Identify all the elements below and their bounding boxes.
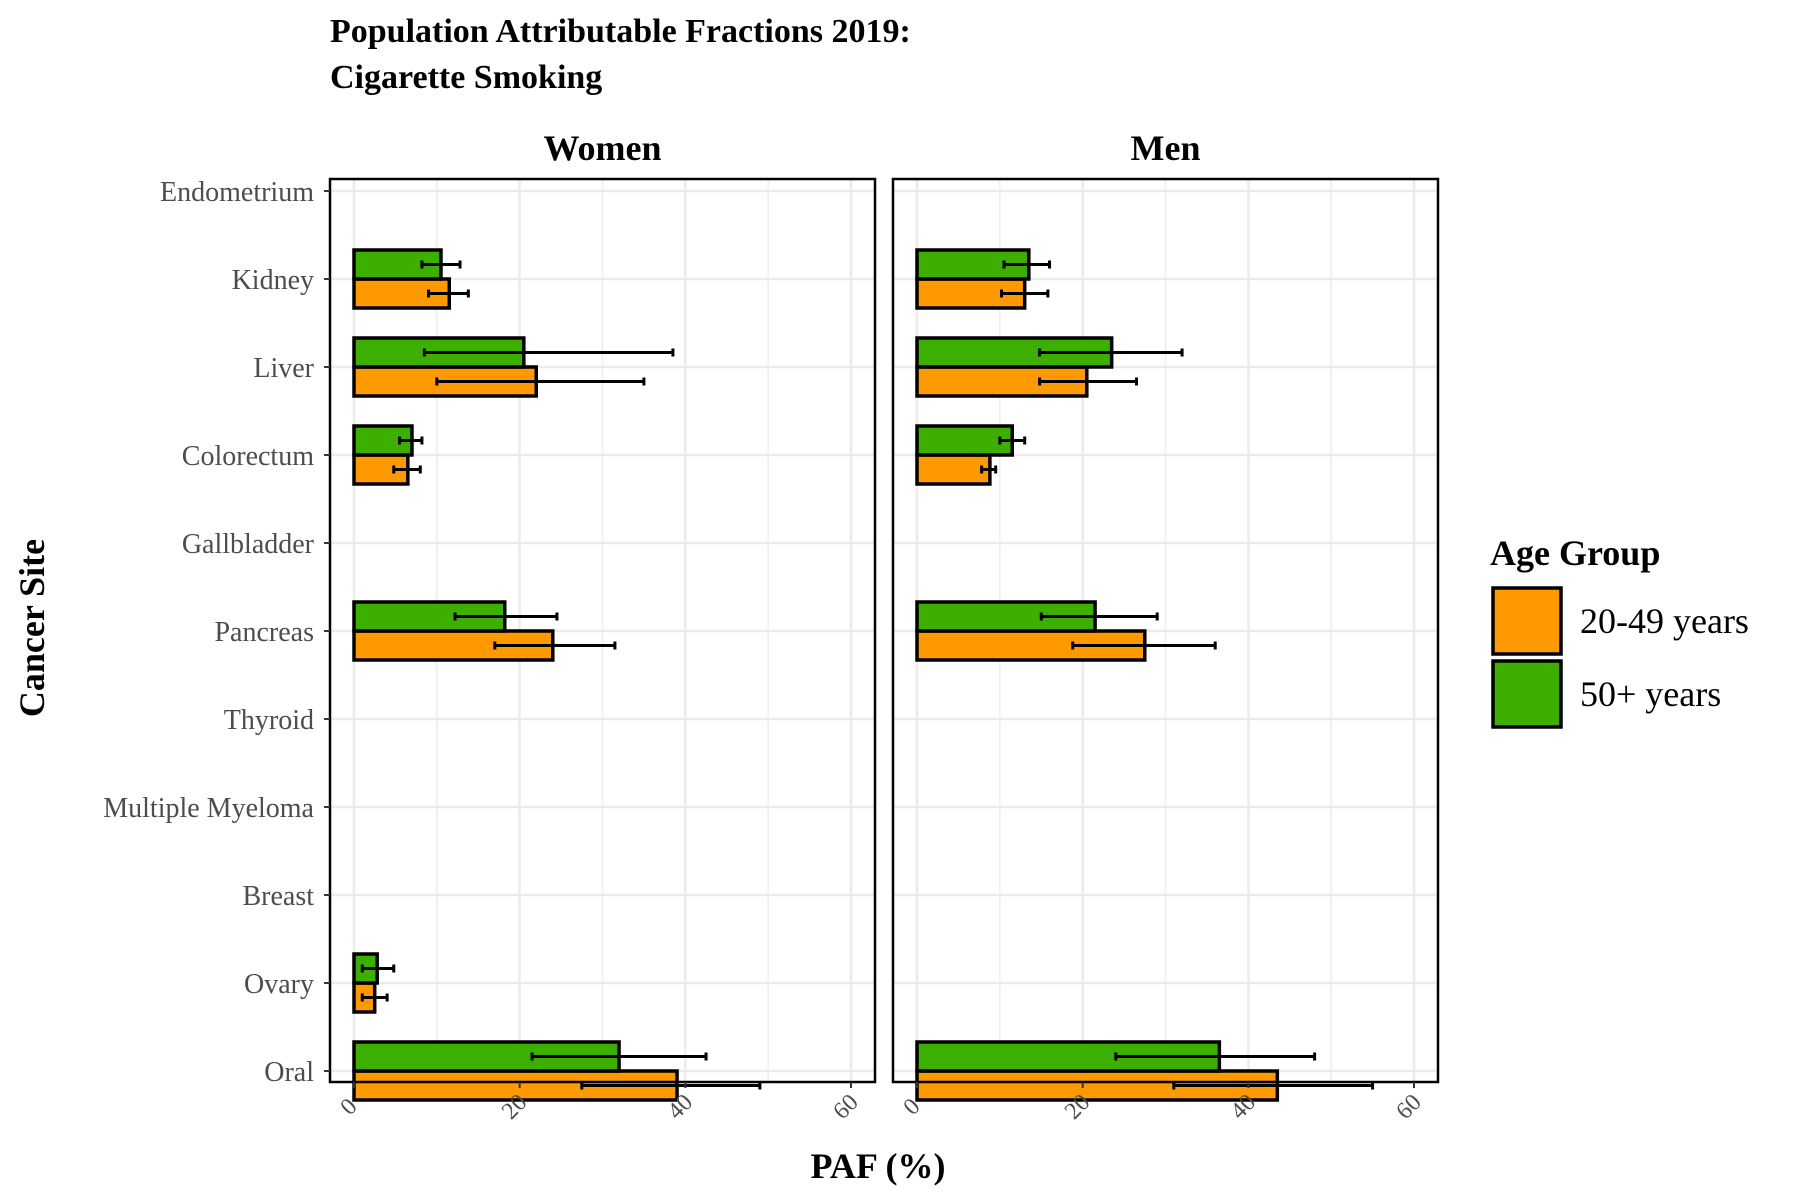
chart-title-line1: Population Attributable Fractions 2019: [330, 13, 911, 50]
legend-key [1491, 659, 1563, 729]
y-axis-labels: Endometrium Kidney Liver Colorectum Gallblad… [103, 177, 330, 1088]
y-tick-label: Endometrium [160, 177, 314, 208]
panel-border [891, 177, 1440, 1084]
y-tick-label: Colorectum [182, 441, 314, 472]
x-tick-label: 60 [1391, 1089, 1426, 1124]
legend-key [1491, 586, 1563, 656]
panel-strip-label: Women [543, 128, 661, 168]
chart-title-line2: Cigarette Smoking [330, 59, 602, 96]
legend: Age Group 20-49 years 50+ years [1490, 533, 1749, 729]
y-tick-label: Breast [242, 881, 314, 912]
bar [915, 248, 1031, 281]
legend-label: 20-49 years [1580, 601, 1749, 641]
legend-label: 50+ years [1580, 674, 1721, 714]
x-tick-label: 60 [828, 1089, 863, 1124]
y-tick-label: Ovary [244, 969, 314, 1000]
y-tick-label: Oral [264, 1057, 314, 1088]
y-tick-label: Thyroid [224, 705, 314, 736]
y-axis-title: Cancer Site [12, 539, 52, 717]
panel-strip-label: Men [1131, 128, 1201, 168]
legend-title: Age Group [1490, 533, 1660, 573]
y-tick-label: Liver [253, 353, 314, 384]
bar [915, 453, 992, 486]
y-tick-label: Multiple Myeloma [103, 793, 314, 824]
x-axis-title: PAF (%) [811, 1146, 946, 1186]
y-tick-label: Pancreas [214, 617, 314, 648]
y-tick-label: Kidney [232, 265, 314, 296]
bar [915, 424, 1015, 457]
y-tick-label: Gallbladder [182, 529, 315, 560]
